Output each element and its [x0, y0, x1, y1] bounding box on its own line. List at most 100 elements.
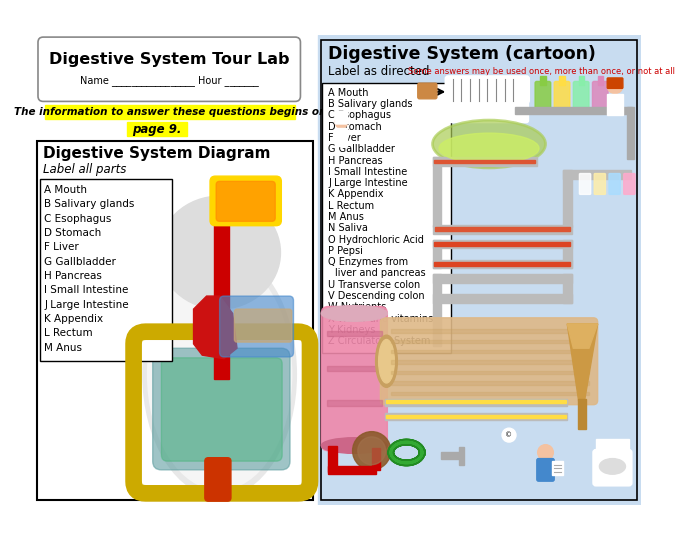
Ellipse shape — [439, 133, 539, 164]
FancyBboxPatch shape — [210, 176, 281, 226]
Text: The information to answer these questions begins on: The information to answer these question… — [14, 107, 326, 117]
Text: H Pancreas: H Pancreas — [44, 271, 102, 281]
Bar — [434, 242, 570, 246]
Bar — [607, 93, 623, 116]
FancyBboxPatch shape — [321, 307, 387, 451]
Bar — [559, 76, 565, 85]
Bar — [328, 465, 376, 474]
Bar — [563, 274, 572, 303]
Text: L Rectum: L Rectum — [328, 201, 374, 211]
Text: Label as directed: Label as directed — [328, 65, 433, 78]
FancyBboxPatch shape — [592, 82, 608, 109]
Text: U Transverse colon: U Transverse colon — [328, 280, 421, 290]
Ellipse shape — [376, 335, 398, 387]
Ellipse shape — [379, 340, 394, 383]
Bar — [563, 170, 631, 179]
Bar — [391, 360, 589, 364]
Text: K Appendix: K Appendix — [44, 314, 103, 324]
Ellipse shape — [433, 120, 545, 168]
Text: P Pepsi: P Pepsi — [328, 246, 363, 256]
Bar — [578, 76, 584, 85]
Bar — [433, 303, 441, 347]
FancyBboxPatch shape — [380, 318, 598, 404]
FancyBboxPatch shape — [624, 173, 635, 194]
Text: H Pancreas: H Pancreas — [328, 156, 383, 165]
Text: X Water and vitamins: X Water and vitamins — [328, 314, 433, 323]
Bar — [596, 440, 629, 455]
Bar — [563, 240, 572, 268]
Text: liver and pancreas: liver and pancreas — [335, 268, 426, 279]
Bar — [214, 187, 229, 379]
Text: V Descending colon: V Descending colon — [328, 291, 425, 301]
Ellipse shape — [321, 438, 387, 454]
Circle shape — [502, 428, 516, 442]
Circle shape — [335, 116, 347, 129]
FancyBboxPatch shape — [234, 309, 292, 342]
Text: B Salivary glands: B Salivary glands — [328, 99, 413, 109]
Text: M Anus: M Anus — [44, 343, 82, 353]
FancyBboxPatch shape — [447, 102, 528, 122]
Text: Digestive System Tour Lab: Digestive System Tour Lab — [49, 52, 290, 67]
FancyBboxPatch shape — [609, 173, 620, 194]
Text: Q Enzymes from: Q Enzymes from — [328, 257, 408, 267]
Ellipse shape — [159, 196, 281, 309]
Ellipse shape — [321, 306, 387, 321]
Bar — [433, 240, 441, 268]
Bar — [433, 240, 572, 248]
Text: ©: © — [505, 432, 512, 438]
FancyBboxPatch shape — [594, 450, 631, 485]
Text: J Large Intestine: J Large Intestine — [44, 300, 129, 310]
Text: I Small Intestine: I Small Intestine — [328, 167, 407, 177]
Bar — [386, 400, 566, 403]
Bar — [433, 225, 572, 233]
Bar — [40, 179, 172, 361]
Bar — [326, 400, 382, 406]
Text: A Mouth: A Mouth — [44, 185, 87, 195]
Ellipse shape — [148, 259, 291, 489]
FancyBboxPatch shape — [535, 82, 551, 109]
Text: L Rectum: L Rectum — [44, 328, 92, 339]
Bar — [386, 415, 566, 418]
Text: A Mouth: A Mouth — [328, 87, 369, 98]
Bar — [391, 340, 589, 343]
Text: W Nutrients: W Nutrients — [328, 302, 386, 312]
Text: C Esophagus: C Esophagus — [44, 214, 111, 224]
Bar — [391, 381, 589, 384]
Text: Label all parts: Label all parts — [43, 163, 127, 176]
Circle shape — [538, 444, 553, 460]
Bar — [391, 392, 589, 395]
Bar — [385, 399, 567, 406]
FancyBboxPatch shape — [580, 173, 591, 194]
Polygon shape — [567, 324, 598, 400]
FancyBboxPatch shape — [220, 296, 293, 357]
Bar — [372, 448, 380, 470]
Bar — [433, 274, 441, 303]
FancyBboxPatch shape — [418, 83, 437, 99]
Text: F Liver: F Liver — [328, 133, 361, 143]
Bar — [433, 274, 572, 283]
Bar — [434, 262, 570, 266]
Bar — [433, 294, 572, 303]
FancyBboxPatch shape — [446, 76, 529, 103]
Text: B Salivary glands: B Salivary glands — [44, 199, 134, 210]
Circle shape — [353, 431, 391, 470]
FancyBboxPatch shape — [573, 82, 589, 109]
Bar — [321, 40, 637, 500]
Circle shape — [607, 78, 623, 93]
Text: Some answers may be used once, more than once, or not at all: Some answers may be used once, more than… — [408, 68, 676, 76]
Text: M Anus: M Anus — [328, 212, 364, 222]
Bar — [540, 76, 545, 85]
FancyBboxPatch shape — [335, 111, 347, 124]
Bar — [441, 453, 463, 460]
Polygon shape — [567, 324, 598, 348]
Text: Z Circulatory System: Z Circulatory System — [328, 336, 430, 346]
FancyBboxPatch shape — [537, 458, 554, 481]
FancyBboxPatch shape — [554, 82, 570, 109]
Bar — [435, 227, 570, 231]
FancyBboxPatch shape — [153, 348, 290, 470]
Bar — [563, 170, 572, 227]
Bar — [45, 105, 295, 119]
Text: Name _________________ Hour _______: Name _________________ Hour _______ — [80, 75, 258, 86]
Bar — [433, 157, 441, 227]
Bar — [552, 461, 563, 475]
